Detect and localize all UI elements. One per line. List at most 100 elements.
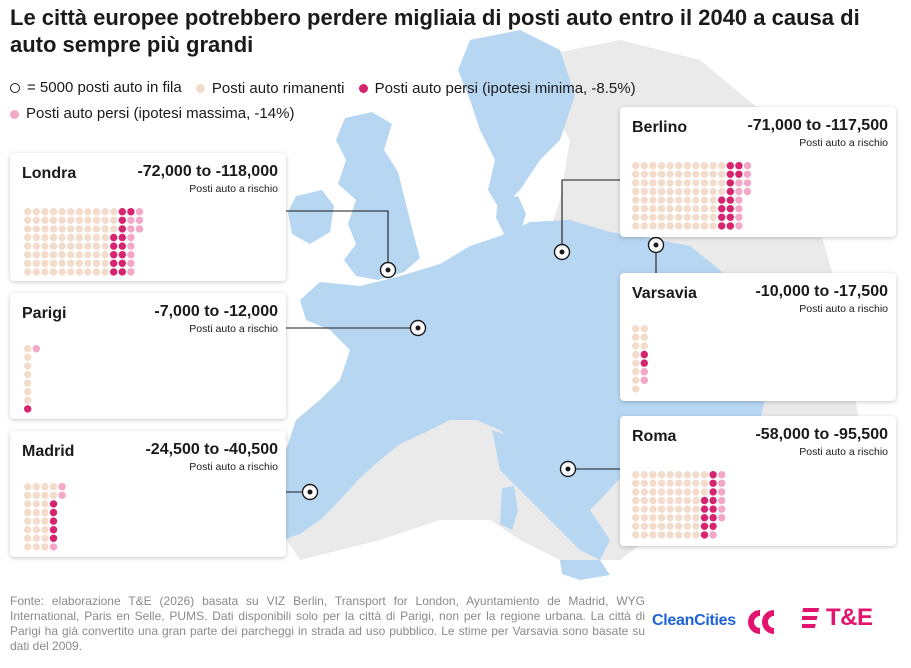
city-name: Varsavia	[632, 285, 697, 302]
waffle-dot-lost-max	[718, 488, 726, 496]
map-italy	[492, 430, 610, 560]
waffle-dot-remaining	[666, 179, 674, 187]
waffle-dot-lost-min	[118, 268, 127, 276]
map-sicily	[560, 560, 610, 580]
waffle-dot-lost-min	[49, 500, 58, 508]
city-name: Berlino	[632, 119, 688, 136]
waffle-dot-remaining	[49, 242, 58, 250]
map-sardinia	[500, 486, 518, 530]
waffle-dot-remaining	[683, 205, 691, 213]
waffle-dot-remaining	[718, 179, 726, 187]
waffle-dot-lost-min	[709, 505, 717, 513]
waffle-dot-remaining	[32, 534, 40, 542]
waffle-dot-lost-min	[118, 225, 127, 233]
waffle-dot-lost-max	[127, 242, 135, 250]
waffle-dot-remaining	[101, 233, 109, 242]
waffle-dot-remaining	[101, 216, 109, 224]
waffle-dot-remaining	[75, 259, 84, 267]
waffle-dot-lost-max	[127, 216, 135, 224]
waffle-dot-lost-min	[726, 179, 734, 187]
waffle-dot-remaining	[101, 268, 109, 276]
waffle-dot-remaining	[692, 488, 700, 496]
waffle-dot-remaining	[700, 488, 709, 496]
waffle-dot-remaining	[683, 187, 691, 196]
waffle-dot-remaining	[675, 522, 683, 530]
city-name: Madrid	[22, 443, 75, 460]
waffle-dot-remaining	[41, 216, 49, 224]
waffle-dot-remaining	[75, 251, 84, 259]
waffle-dot-remaining	[101, 259, 109, 267]
waffle-berlino	[632, 162, 752, 230]
waffle-dot-remaining	[32, 508, 40, 517]
waffle-dot-remaining	[632, 514, 640, 522]
waffle-dot-remaining	[640, 471, 648, 479]
waffle-dot-remaining	[67, 259, 75, 267]
waffle-dot-lost-max	[135, 216, 144, 224]
waffle-dot-remaining	[24, 500, 32, 508]
waffle-dot-remaining	[640, 496, 648, 505]
waffle-dot-remaining	[675, 471, 683, 479]
waffle-dot-remaining	[692, 222, 700, 230]
waffle-dot-remaining	[657, 514, 666, 522]
waffle-dot-remaining	[649, 496, 657, 505]
waffle-dot-remaining	[700, 162, 709, 170]
legend-lost-max-label: Posti auto persi (ipotesi massima, -14%)	[26, 105, 295, 122]
waffle-dot-lost-min	[726, 170, 734, 178]
waffle-dot-remaining	[632, 471, 640, 479]
waffle-dot-remaining	[709, 205, 717, 213]
waffle-dot-lost-max	[718, 496, 726, 505]
waffle-dot-lost-max	[743, 162, 752, 170]
waffle-dot-remaining	[41, 259, 49, 267]
waffle-dot-lost-max	[735, 179, 743, 187]
waffle-dot-remaining	[709, 187, 717, 196]
waffle-dot-remaining	[67, 242, 75, 250]
waffle-dot-remaining	[632, 531, 640, 539]
waffle-dot-remaining	[657, 196, 666, 204]
waffle-dot-lost-min	[735, 162, 743, 170]
waffle-dot-remaining	[92, 233, 101, 242]
waffle-dot-remaining	[41, 500, 49, 508]
waffle-dot-remaining	[649, 179, 657, 187]
waffle-dot-remaining	[632, 170, 640, 178]
legend-remaining-swatch	[195, 84, 205, 93]
waffle-dot-remaining	[683, 170, 691, 178]
waffle-dot-remaining	[32, 500, 40, 508]
waffle-dot-remaining	[101, 208, 109, 216]
waffle-dot-remaining	[92, 259, 101, 267]
waffle-dot-lost-max	[58, 483, 66, 491]
waffle-parigi	[24, 345, 40, 413]
waffle-dot-lost-min	[709, 522, 717, 530]
waffle-dot-remaining	[41, 526, 49, 534]
city-subtitle: Posti auto a rischio	[189, 323, 278, 335]
legend-unit-label: = 5000 posti auto in fila	[27, 79, 182, 96]
waffle-dot-remaining	[709, 170, 717, 178]
waffle-dot-remaining	[632, 488, 640, 496]
waffle-dot-remaining	[640, 488, 648, 496]
waffle-dot-lost-min	[726, 205, 734, 213]
waffle-dot-lost-min	[726, 187, 734, 196]
waffle-dot-remaining	[110, 225, 118, 233]
waffle-dot-remaining	[649, 488, 657, 496]
city-name: Londra	[22, 165, 77, 182]
waffle-dot-remaining	[632, 359, 640, 367]
waffle-dot-remaining	[649, 514, 657, 522]
waffle-dot-remaining	[32, 233, 40, 242]
waffle-dot-remaining	[632, 179, 640, 187]
waffle-dot-remaining	[700, 187, 709, 196]
waffle-dot-remaining	[666, 205, 674, 213]
waffle-dot-remaining	[110, 208, 118, 216]
waffle-dot-lost-min	[49, 534, 58, 542]
waffle-dot-remaining	[49, 268, 58, 276]
waffle-dot-remaining	[700, 479, 709, 487]
waffle-dot-lost-min	[24, 405, 32, 413]
city-range: -71,000 to -117,500	[747, 117, 888, 134]
waffle-dot-remaining	[640, 196, 648, 204]
waffle-dot-remaining	[75, 242, 84, 250]
waffle-dot-lost-max	[127, 268, 135, 276]
waffle-dot-remaining	[32, 491, 40, 499]
waffle-dot-remaining	[657, 479, 666, 487]
waffle-dot-lost-min	[709, 496, 717, 505]
waffle-dot-remaining	[718, 162, 726, 170]
waffle-dot-lost-max	[718, 505, 726, 513]
waffle-dot-remaining	[24, 233, 32, 242]
